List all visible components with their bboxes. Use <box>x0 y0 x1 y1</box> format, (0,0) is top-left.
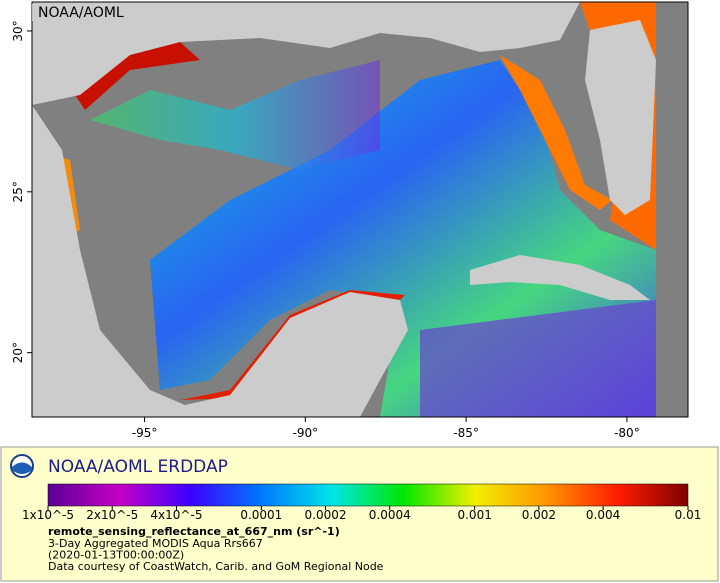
land <box>470 255 650 300</box>
colorbar-tick-label: 0.002 <box>522 508 556 522</box>
colorbar <box>47 483 689 507</box>
legend-panel <box>0 446 719 582</box>
y-tick-label: 20° <box>11 342 25 363</box>
y-tick-label: 30° <box>11 20 25 41</box>
land <box>585 20 656 215</box>
axes: -95° -90° -85° -80° 20° 25° 30° <box>11 20 640 440</box>
land <box>32 2 580 105</box>
legend-line: Data courtesy of CoastWatch, Carib. and … <box>48 560 384 573</box>
data-swath <box>90 60 380 170</box>
x-tick-label: -80° <box>614 426 640 440</box>
legend-line: 3-Day Aggregated MODIS Aqua Rrs667 <box>48 537 263 550</box>
map-frame <box>31 1 689 418</box>
colorbar-axis: 1x10^-5 2x10^-5 4x10^-5 0.0001 0.0002 0.0004 0… <box>22 506 701 522</box>
y-tick-label: 25° <box>11 181 25 202</box>
colorbar-tick-label: 0.0001 <box>240 508 282 522</box>
legend-title: NOAA/AOML ERDDAP <box>48 457 228 477</box>
colorbar-tick-label: 4x10^-5 <box>150 508 202 522</box>
colorbar-tick-label: 0.01 <box>675 508 702 522</box>
x-tick-label: -90° <box>293 426 319 440</box>
watermark-bg <box>32 4 108 21</box>
map-image <box>32 2 688 417</box>
legend-lines: 3-Day Aggregated MODIS Aqua Rrs667(2020-… <box>48 537 384 573</box>
land <box>32 105 408 417</box>
watermark: NOAA/AOML <box>38 5 124 21</box>
x-tick-label: -95° <box>132 426 158 440</box>
data-swath <box>420 300 656 417</box>
variable-name: remote_sensing_reflectance_at_667_nm (sr… <box>48 525 340 538</box>
x-tick-label: -85° <box>453 426 479 440</box>
colorbar-tick-label: 2x10^-5 <box>86 508 138 522</box>
legend-line: (2020-01-13T00:00:00Z) <box>48 549 184 562</box>
coastal-high <box>75 42 200 110</box>
coastal-high <box>500 55 612 210</box>
colorbar-tick-label: 0.0002 <box>305 508 347 522</box>
colorbar-tick-label: 1x10^-5 <box>22 508 74 522</box>
colorbar-tick-label: 0.001 <box>457 508 491 522</box>
colorbar-tick-label: 0.0004 <box>369 508 411 522</box>
colorbar-tick-label: 0.004 <box>586 508 620 522</box>
no-data <box>656 2 688 417</box>
noaa-logo-wave <box>12 462 32 474</box>
